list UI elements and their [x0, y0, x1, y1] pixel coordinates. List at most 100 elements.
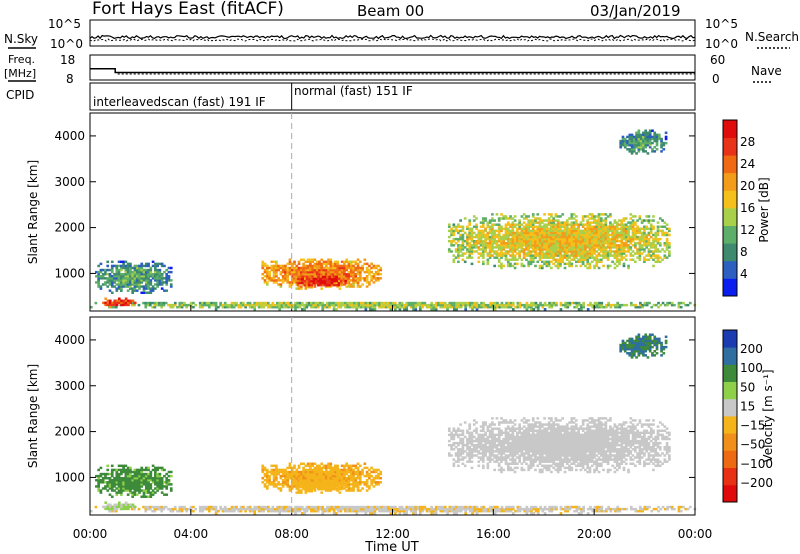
velocity-cell-0 [577, 507, 581, 511]
power-cell-5 [475, 250, 478, 253]
power-cell-5 [504, 229, 508, 233]
power-cell-3 [270, 277, 274, 280]
velocity-cell-2 [111, 507, 114, 511]
power-cell-5 [663, 254, 667, 257]
power-cell-5 [606, 266, 610, 270]
power-cell-5 [531, 254, 535, 257]
power-cell-0 [498, 305, 502, 309]
power-cell-0 [416, 301, 420, 305]
power-cell-5 [593, 256, 596, 259]
velocity-cell-1 [119, 491, 123, 494]
velocity-cell-0 [325, 507, 329, 511]
power-cell-4 [335, 279, 338, 283]
power-cell-5 [606, 229, 610, 233]
velocity-cell-1 [144, 489, 148, 492]
power-cell-3 [347, 285, 351, 288]
velocity-cell-0 [430, 507, 433, 511]
power-cell-1 [142, 275, 146, 278]
power-cell-5 [570, 258, 574, 261]
power-cell-6 [660, 141, 663, 145]
power-cell-4 [346, 281, 350, 285]
power-cell-5 [604, 231, 608, 235]
power-cell-5 [577, 260, 580, 264]
power-cell-3 [265, 281, 269, 284]
power-cell-1 [117, 287, 121, 290]
power-cell-5 [447, 235, 451, 239]
power-cell-5 [604, 233, 608, 237]
velocity-cell-0 [280, 509, 284, 513]
power-cell-5 [572, 229, 576, 233]
power-cell-5 [531, 260, 535, 264]
power-cell-5 [538, 239, 542, 243]
power-cell-5 [450, 242, 453, 245]
power-cell-0 [532, 303, 536, 307]
power-cell-5 [588, 217, 592, 220]
velocity-cell-0 [543, 512, 547, 515]
power-cell-0 [237, 303, 241, 307]
velocity-cell-3 [338, 479, 342, 482]
power-cell-4 [308, 281, 311, 285]
power-cell-0 [629, 301, 633, 305]
velocity-cell-1 [99, 474, 103, 478]
power-cell-5 [636, 229, 639, 233]
velocity-cell-4 [298, 479, 302, 483]
power-cell-5 [597, 225, 601, 228]
velocity-cell-0 [507, 509, 511, 513]
power-cell-1 [158, 275, 162, 278]
power-cell-3 [272, 270, 276, 274]
velocity-cell-0 [639, 509, 642, 513]
velocity-cell-3 [358, 476, 362, 480]
power-cell-5 [543, 252, 546, 255]
velocity-cell-3 [293, 479, 296, 482]
power-cell-2 [102, 301, 105, 305]
velocity-cell-3 [377, 474, 380, 478]
power-cell-1 [133, 285, 137, 288]
velocity-cell-3 [347, 468, 351, 472]
power-cell-5 [559, 229, 562, 233]
power-cell-3 [306, 264, 310, 268]
power-cell-5 [454, 256, 458, 259]
power-cell-5 [559, 235, 562, 239]
power-cell-5 [575, 246, 578, 249]
power-cell-3 [272, 281, 276, 284]
power-cell-0 [248, 301, 252, 305]
power-cell-2 [124, 299, 128, 303]
power-cell-3 [302, 268, 305, 272]
power-cell-3 [286, 268, 290, 272]
velocity-cell-0 [548, 507, 551, 511]
power-cell-5 [572, 250, 576, 253]
power-cell-5 [627, 233, 630, 237]
power-cell-5 [484, 233, 487, 237]
power-cell-6 [637, 143, 641, 147]
power-cell-1 [113, 277, 116, 280]
velocity-cell-0 [530, 512, 533, 515]
power-cell-0 [323, 305, 327, 309]
power-cell-0 [312, 301, 316, 305]
power-cell-1 [115, 289, 119, 292]
power-cell-5 [595, 219, 599, 222]
power-cell-0 [355, 303, 359, 307]
power-cell-1 [126, 266, 130, 270]
power-cell-0 [300, 303, 304, 307]
power-cell-5 [502, 254, 506, 257]
velocity-cell-0 [589, 507, 592, 511]
power-cell-5 [645, 242, 649, 245]
velocity-cell-1 [115, 493, 119, 496]
power-cell-6 [646, 141, 650, 145]
power-cell-5 [590, 235, 594, 239]
power-cell-0 [650, 305, 654, 309]
velocity-cell-1 [147, 481, 150, 484]
velocity-cell-0 [532, 512, 536, 515]
power-ytick-label-3: 4000 [54, 129, 85, 143]
velocity-cell-1 [156, 479, 159, 482]
power-cell-1 [122, 262, 125, 266]
velocity-cell-0 [314, 509, 318, 513]
velocity-cell-0 [314, 505, 318, 509]
power-cell-3 [365, 262, 369, 266]
power-cell-0 [389, 305, 393, 309]
power-cell-1 [104, 277, 107, 280]
power-cell-5 [509, 258, 512, 261]
velocity-cell-3 [365, 485, 369, 488]
power-cell-5 [568, 233, 571, 237]
power-cell-1 [135, 277, 139, 280]
